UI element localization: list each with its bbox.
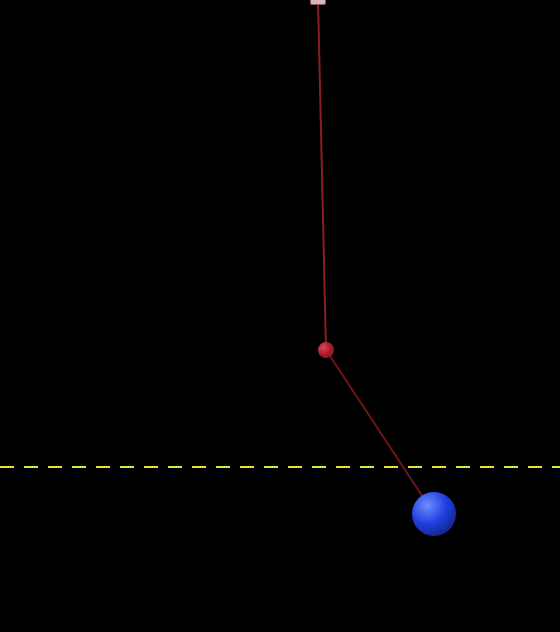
pivot-joint <box>318 342 334 358</box>
lower-rod <box>325 350 434 515</box>
upper-rod <box>317 0 326 350</box>
equilibrium-line <box>0 466 560 468</box>
pendulum-bob[interactable] <box>412 492 456 536</box>
pendulum-canvas <box>0 0 560 632</box>
anchor-block <box>310 0 326 5</box>
